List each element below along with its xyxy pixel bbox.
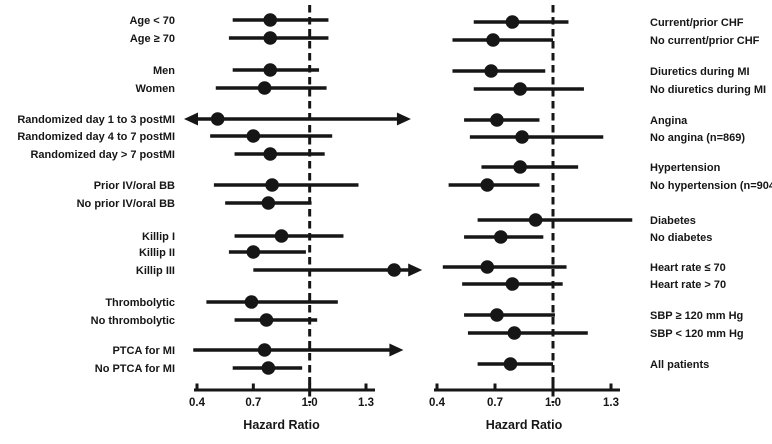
row-label: Age ≥ 70 (130, 33, 175, 45)
point-estimate-dot (263, 13, 278, 27)
point-estimate-dot (263, 63, 278, 77)
point-estimate-dot (210, 112, 225, 126)
row-label: Randomized day > 7 postMI (30, 149, 175, 161)
row-label: Diuretics during MI (650, 66, 750, 78)
row-label: Angina (650, 115, 688, 127)
point-estimate-dot (486, 33, 500, 47)
x-tick-label: 0.7 (245, 397, 261, 409)
row-label: Diabetes (650, 215, 696, 227)
point-estimate-dot (261, 196, 276, 210)
point-estimate-dot (494, 230, 508, 244)
point-estimate-dot (505, 15, 520, 29)
point-estimate-dot (490, 308, 504, 322)
row-label: Killip I (142, 231, 175, 243)
row-label: Randomized day 4 to 7 postMI (17, 131, 175, 143)
point-estimate-dot (246, 129, 261, 143)
point-estimate-dot (257, 343, 272, 357)
point-estimate-dot (528, 213, 543, 227)
row-label: No angina (n=869) (650, 132, 745, 144)
x-axis-title: Hazard Ratio (243, 418, 320, 432)
row-label: Heart rate > 70 (650, 279, 726, 291)
point-estimate-dot (259, 313, 274, 327)
row-label: Current/prior CHF (650, 17, 744, 29)
point-estimate-dot (244, 295, 259, 309)
point-estimate-dot (274, 229, 289, 243)
row-label: No PTCA for MI (95, 363, 175, 375)
x-axis-title: Hazard Ratio (486, 418, 563, 432)
ci-offscale-left-arrow-icon (184, 112, 198, 126)
row-label: No hypertension (n=904) (650, 180, 772, 192)
point-estimate-dot (480, 260, 495, 274)
x-tick-label: 0.4 (429, 397, 446, 409)
row-label: PTCA for MI (112, 345, 175, 357)
point-estimate-dot (490, 113, 504, 127)
x-tick-label: 0.7 (487, 397, 503, 409)
row-label: Men (153, 65, 175, 77)
row-label: No current/prior CHF (650, 35, 760, 47)
row-label: No diabetes (650, 232, 712, 244)
x-tick-label: 1.0 (302, 397, 318, 409)
row-label: Hypertension (650, 162, 721, 174)
row-label: Randomized day 1 to 3 postMI (17, 114, 175, 126)
point-estimate-dot (387, 263, 401, 277)
point-estimate-dot (246, 245, 261, 259)
row-label: SBP ≥ 120 mm Hg (650, 310, 743, 322)
x-tick-label: 1.3 (603, 397, 619, 409)
row-label: SBP < 120 mm Hg (650, 328, 744, 340)
ci-offscale-right-arrow-icon (389, 343, 404, 357)
point-estimate-dot (263, 31, 278, 45)
ci-offscale-right-arrow-icon (408, 263, 423, 277)
x-tick-label: 1.3 (358, 397, 374, 409)
row-label: Killip III (136, 265, 175, 277)
point-estimate-dot (505, 277, 520, 291)
row-label: Heart rate ≤ 70 (650, 262, 726, 274)
point-estimate-dot (263, 147, 278, 161)
x-tick-label: 1.0 (545, 397, 561, 409)
row-label: Thrombolytic (105, 297, 175, 309)
point-estimate-dot (513, 160, 527, 174)
point-estimate-dot (480, 178, 495, 192)
row-label: No thrombolytic (91, 315, 175, 327)
ci-offscale-right-arrow-icon (396, 112, 411, 126)
point-estimate-dot (503, 357, 518, 371)
row-label: Age < 70 (129, 15, 175, 27)
row-label: All patients (650, 359, 709, 371)
point-estimate-dot (507, 326, 522, 340)
point-estimate-dot (513, 82, 527, 96)
point-estimate-dot (484, 64, 498, 78)
row-label: No diuretics during MI (650, 84, 766, 96)
row-label: Killip II (139, 247, 175, 259)
row-label: Women (135, 83, 175, 95)
x-tick-label: 0.4 (189, 397, 206, 409)
point-estimate-dot (515, 130, 529, 144)
row-label: Prior IV/oral BB (94, 180, 175, 192)
point-estimate-dot (257, 81, 272, 95)
point-estimate-dot (265, 178, 279, 192)
point-estimate-dot (261, 361, 276, 375)
row-label: No prior IV/oral BB (77, 198, 175, 210)
